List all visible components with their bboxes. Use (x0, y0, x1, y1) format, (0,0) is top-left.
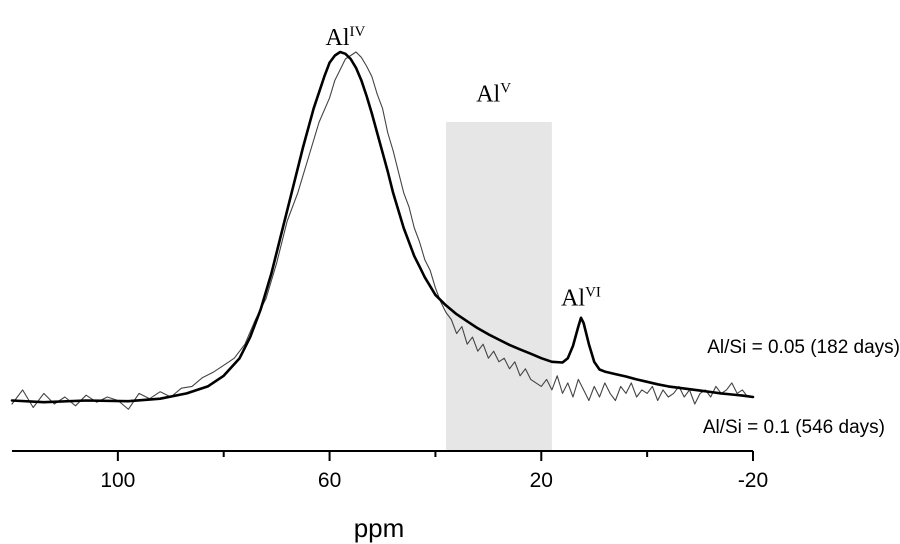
x-tick-label: 100 (100, 469, 135, 492)
peak-annotation: AlVI (561, 284, 601, 311)
series-layer: Al/Si = 0.05 (182 days) Al/Si = 0.1 (546 … (10, 50, 900, 438)
shaded-region-layer (446, 122, 552, 451)
x-axis-label: ppm (354, 513, 405, 543)
shaded-region-alv (446, 122, 552, 451)
series-label: Al/Si = 0.1 (546 days) (703, 417, 885, 438)
peak-annotation: AlV (476, 80, 511, 107)
x-axis: 100 60 20 -20 (12, 450, 768, 492)
x-tick-label: 20 (530, 469, 553, 492)
peak-annotation: AlIV (326, 24, 366, 51)
series-line (10, 50, 755, 404)
series-line (11, 51, 754, 410)
annotation-layer: AlIV AlV AlVI (326, 24, 601, 311)
series-label: Al/Si = 0.05 (182 days) (707, 337, 900, 358)
x-tick-label: -20 (738, 469, 768, 492)
x-tick-label: 60 (318, 469, 341, 492)
